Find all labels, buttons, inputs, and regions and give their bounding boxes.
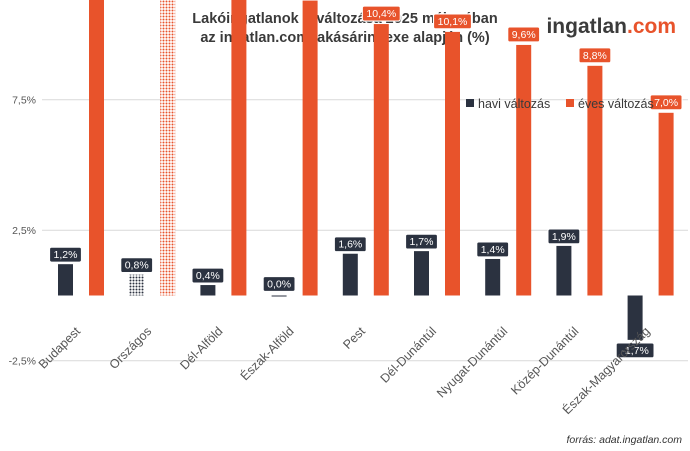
legend-label-monthly: havi változás [478,97,550,111]
bar-monthly [58,264,73,296]
bar-annual [516,44,532,296]
data-label-monthly-box [120,257,154,274]
data-label-annual: 10,4% [361,5,401,22]
data-label-annual-box [507,26,541,43]
data-label-annual-box [578,47,612,64]
bar-annual [587,65,603,296]
data-label-monthly: 1,7% [404,233,439,250]
chart-title-line-1: Lakóingatlanok árváltozása 2025 májusába… [192,11,497,27]
y-tick-label: -2,5% [9,355,36,367]
data-label-monthly: 1,6% [333,236,367,253]
x-axis-categories: Budapest Országos Dél-Alföld Észak-Alföld Pe… [36,323,653,417]
legend-swatch-monthly [466,99,474,107]
bar-annual [89,0,104,296]
data-label-annual: 10,1% [432,13,473,30]
bar-monthly [200,285,216,296]
data-label-monthly-box [48,246,83,263]
data-label-monthly-text: 1,4% [481,244,505,256]
bar-annual [160,0,176,296]
data-label-annual-text: 9,6% [512,29,536,41]
data-label-monthly-text: 1,9% [552,231,576,243]
data-label-monthly-box [262,275,296,293]
logo-text-com: .com [627,15,676,38]
logo-text-ingatlan: ingatlan [546,15,627,38]
data-label-monthly-box [191,267,225,284]
data-label-annual-box [432,13,473,30]
bar-monthly [485,258,501,296]
bar-annual [231,0,247,296]
data-label-monthly-box [404,233,439,250]
data-label-monthly-box [547,228,581,245]
data-label-annual-text: 8,8% [583,50,607,62]
chart-title-line-2: az ingatlan.com lakásárindexe alapján (%… [200,30,489,46]
data-label-monthly-text: 0,8% [125,260,149,272]
data-label-monthly: -1,7% [615,342,655,359]
data-label-monthly-box [476,241,510,258]
category-label: Dél-Dunántúl [378,324,439,385]
legend-label-annual: éves változás [578,97,654,111]
bar-annual [658,112,674,296]
data-label-annual-text: 10,4% [366,8,396,20]
category-label: Pest [340,324,368,352]
bar-monthly [556,245,572,296]
y-tick-label: 7,5% [12,94,36,106]
legend-swatch-annual [566,99,574,107]
category-label: Nyugat-Dunántúl [434,324,510,400]
svg-text:ingatlan.com: ingatlan.com [546,15,676,38]
data-label-monthly-text: 1,6% [338,239,362,251]
category-label: Budapest [36,324,84,372]
data-label-monthly-text: 1,2% [54,249,78,261]
bars [58,0,674,340]
bar-monthly [129,274,145,296]
data-label-monthly-text: 0,0% [267,279,291,291]
data-label-annual-box [361,5,401,22]
data-label-monthly-box [615,342,655,359]
bar-monthly [342,253,358,296]
data-label-annual: 8,8% [578,47,612,64]
data-label-monthly: 0,4% [191,267,225,284]
brand-logo: ingatlan.com [546,15,676,38]
bar-monthly [414,251,429,296]
bar-monthly [271,295,287,297]
data-label-annual-box [649,94,683,111]
data-label-monthly-text: -1,7% [621,345,648,357]
source-note: forrás: adat.ingatlan.com [566,434,682,446]
data-label-annual: 7,0% [649,94,683,111]
data-label-monthly: 1,9% [547,228,581,245]
legend: havi változás éves változás [466,97,654,111]
bar-annual [302,0,318,296]
category-label: Országos [107,324,155,372]
data-label-annual-text: 7,0% [654,97,678,109]
data-label-monthly-text: 0,4% [196,270,220,282]
data-label-monthly: 1,4% [476,241,510,258]
y-tick-label: 2,5% [12,225,36,237]
category-label: Észak-Alföld [237,323,297,383]
category-label: Dél-Alföld [177,324,225,372]
bar-monthly [627,295,643,340]
data-label-monthly-box [333,236,367,253]
y-axis-ticks: -2,5%2,5%7,5%12,5%17,5% [9,94,36,367]
data-label-annual: 9,6% [507,26,541,43]
data-label-annual-text: 10,1% [438,16,468,28]
bar-annual [445,31,460,296]
data-labels: 19,1%1,2%12,1%0,8%11,6%0,4%11,3%0,0%10,4… [48,5,683,359]
data-label-monthly: 0,8% [120,257,154,274]
data-label-monthly: 1,2% [48,246,83,263]
data-label-monthly: 0,0% [262,275,296,293]
data-label-monthly-text: 1,7% [410,236,434,248]
bar-annual [373,24,389,296]
